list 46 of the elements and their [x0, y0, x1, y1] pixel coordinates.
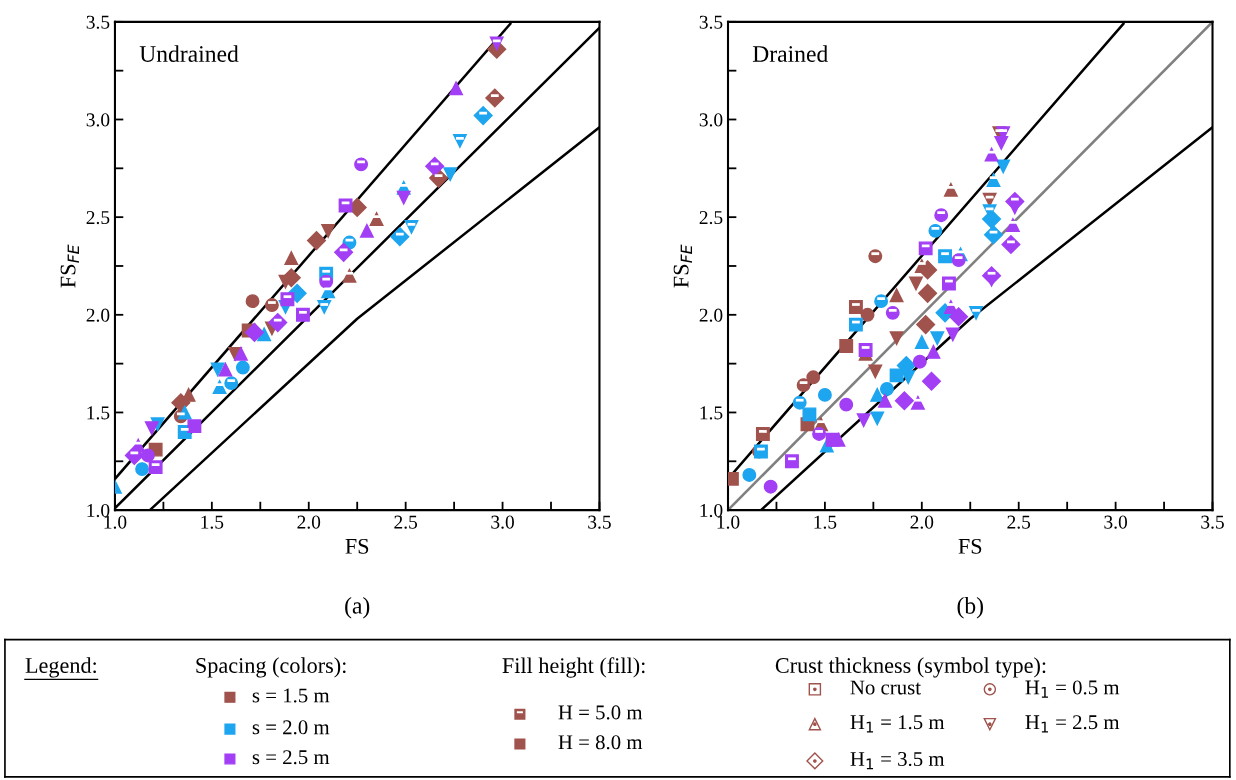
text: H = 5.0 m [558, 705, 643, 720]
x-axis-title: FS [345, 538, 369, 554]
y-tick-label: 1.5 [87, 406, 110, 420]
annotation: Undrained [139, 45, 239, 62]
x-tick-label: 3.5 [588, 515, 611, 529]
y-axis-title: FS$_{FE}$ [673, 244, 693, 288]
x-tick-label: 1.0 [717, 515, 740, 529]
y-tick-label: 3.0 [86, 113, 110, 127]
y-tick-label: 2.0 [699, 308, 723, 322]
x-tick-label: 1.0 [104, 515, 127, 529]
y-tick-label: 3.0 [699, 113, 723, 127]
y-tick-label: 2.0 [86, 308, 110, 322]
text: No crust [850, 680, 921, 695]
text: H = 8.0 m [558, 735, 643, 750]
y-tick-label: 3.5 [699, 15, 723, 29]
text: H$_{1}$ = 3.5 m [850, 752, 945, 770]
x-tick-label: 1.5 [814, 515, 837, 529]
x-tick-label: 3.0 [491, 515, 514, 529]
text: Crust thickness (symbol type): [775, 657, 1046, 678]
text: H$_{1}$ = 0.5 m [1025, 680, 1120, 698]
y-axis-title: FS$_{FE}$ [60, 244, 79, 288]
text: H$_{1}$ = 2.5 m [1025, 715, 1120, 733]
text: s = 2.5 m [252, 750, 330, 765]
text: Legend: [25, 657, 96, 678]
text: H$_{1}$ = 1.5 m [850, 715, 945, 733]
x-tick-label: 1.5 [201, 515, 224, 529]
y-tick-label: 2.5 [699, 211, 723, 225]
y-tick-label: 2.5 [86, 211, 110, 225]
y-tick-label: 1.5 [700, 406, 723, 420]
x-tick-label: 3.5 [1201, 515, 1224, 529]
y-tick-label: 1.0 [700, 503, 723, 518]
y-tick-label: 1.0 [87, 503, 110, 518]
text: s = 2.0 m [252, 720, 330, 735]
x-tick-label: 2.0 [297, 515, 321, 529]
text: (a) [345, 597, 370, 619]
x-axis-title: FS [958, 538, 982, 554]
y-tick-label: 3.5 [86, 15, 110, 29]
text: Fill height (fill): [502, 657, 645, 678]
annotation: Drained [752, 45, 828, 62]
text: s = 1.5 m [252, 688, 330, 703]
x-tick-label: 2.0 [910, 515, 934, 529]
text: Spacing (colors): [196, 657, 346, 678]
text: (b) [957, 597, 983, 619]
x-tick-label: 3.0 [1104, 515, 1128, 529]
x-tick-label: 2.5 [1007, 515, 1031, 529]
x-tick-label: 2.5 [394, 515, 418, 529]
